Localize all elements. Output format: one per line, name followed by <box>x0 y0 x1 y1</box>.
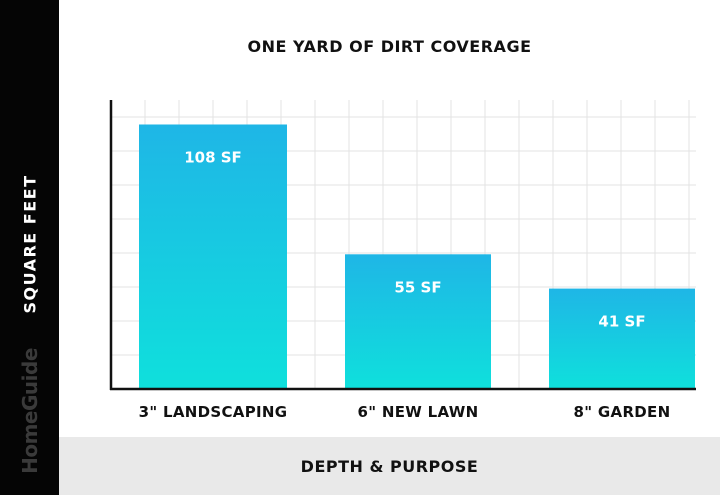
data-label: 108 SF <box>184 148 242 166</box>
bar <box>549 288 695 389</box>
bar <box>345 254 491 389</box>
data-label: 55 SF <box>394 278 441 296</box>
data-label: 41 SF <box>598 313 645 331</box>
sidebar: SQUARE FEET HomeGuide <box>0 0 59 495</box>
bar <box>139 124 287 390</box>
chart-title: ONE YARD OF DIRT COVERAGE <box>247 37 532 56</box>
x-tick-label: 3" LANDSCAPING <box>139 403 288 421</box>
x-tick-label: 6" NEW LAWN <box>358 403 479 421</box>
x-tick-label: 8" GARDEN <box>574 403 671 421</box>
footer-band: DEPTH & PURPOSE <box>59 437 720 495</box>
x-axis-label: DEPTH & PURPOSE <box>300 457 479 476</box>
